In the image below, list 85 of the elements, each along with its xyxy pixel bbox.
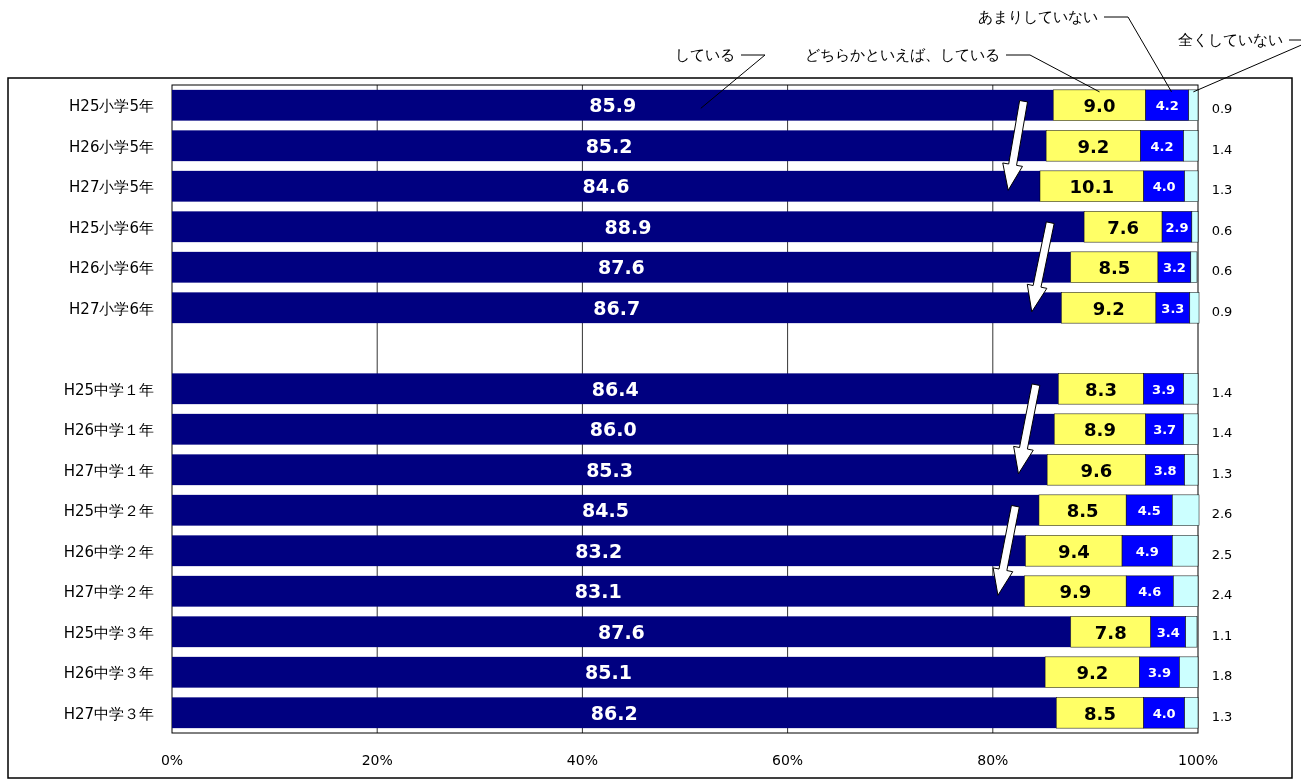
y-tick-label: H26中学１年 (63, 421, 154, 440)
data-label: 1.1 (1211, 627, 1233, 643)
data-label: 9.0 (1083, 95, 1116, 117)
y-tick-label: H26小学6年 (69, 259, 154, 278)
data-label: 0.9 (1211, 303, 1233, 319)
data-label: 9.4 (1057, 540, 1090, 562)
data-label: 85.2 (585, 134, 633, 157)
y-tick-label: H26中学３年 (63, 664, 154, 683)
x-tick-label: 60% (772, 752, 804, 768)
data-label: 7.8 (1094, 621, 1127, 643)
data-label: 8.3 (1085, 378, 1117, 400)
data-label: 86.0 (589, 418, 637, 441)
y-tick-label: H27小学5年 (69, 178, 154, 197)
y-tick-label: H26中学２年 (63, 542, 154, 561)
data-label: 9.2 (1076, 662, 1109, 684)
bar (172, 697, 1057, 729)
y-tick-label: H25中学１年 (63, 380, 154, 399)
y-tick-label: H25小学5年 (69, 97, 154, 116)
x-tick-label: 80% (977, 752, 1009, 768)
data-label: 4.0 (1152, 179, 1176, 195)
data-label: 3.3 (1161, 300, 1185, 316)
data-label: 3.2 (1162, 260, 1186, 276)
bar (172, 656, 1046, 688)
data-label: 8.5 (1084, 702, 1116, 724)
data-label: 4.2 (1150, 138, 1174, 154)
x-tick-label: 40% (566, 752, 598, 768)
y-tick-label: H27小学6年 (69, 299, 154, 318)
data-label: 1.4 (1211, 425, 1233, 441)
data-label: 4.9 (1135, 543, 1159, 559)
data-label: 1.8 (1211, 668, 1233, 684)
data-label: 3.9 (1148, 665, 1172, 681)
data-label: 9.6 (1080, 459, 1113, 481)
x-tick-label: 20% (361, 752, 393, 768)
data-label: 9.9 (1059, 581, 1092, 603)
data-label: 86.7 (593, 296, 641, 319)
y-tick-label: H25小学6年 (69, 218, 154, 237)
y-tick-label: H26小学5年 (69, 137, 154, 156)
data-label: 1.4 (1211, 141, 1233, 157)
data-label: 3.8 (1153, 462, 1177, 478)
data-label: 3.7 (1153, 422, 1177, 438)
data-label: 9.2 (1092, 297, 1125, 319)
data-label: 86.2 (590, 701, 638, 724)
data-label: 83.2 (575, 539, 623, 562)
data-label: 84.6 (582, 175, 630, 198)
data-label: 2.6 (1211, 506, 1233, 522)
y-tick-label: H27中学１年 (63, 461, 154, 480)
data-label: 0.6 (1211, 222, 1233, 238)
data-label: 2.4 (1211, 587, 1233, 603)
data-label: 85.3 (586, 458, 634, 481)
data-label: 87.6 (597, 620, 645, 643)
y-tick-label: H27中学３年 (63, 704, 154, 723)
data-label: 0.6 (1211, 263, 1233, 279)
y-tick-label: H27中学２年 (63, 583, 154, 602)
data-label: 7.6 (1107, 216, 1140, 238)
data-label: 2.5 (1211, 546, 1233, 562)
data-label: 1.4 (1211, 384, 1233, 400)
bar (172, 616, 1071, 648)
data-label: 1.3 (1211, 708, 1233, 724)
data-label: 9.2 (1077, 135, 1110, 157)
data-label: 8.5 (1066, 500, 1099, 522)
data-label: 3.4 (1156, 624, 1180, 640)
data-label: 4.6 (1138, 584, 1162, 600)
data-label: 10.1 (1069, 176, 1115, 198)
x-tick-label: 100% (1177, 752, 1219, 768)
data-label: 85.1 (585, 661, 633, 684)
data-label: 8.9 (1084, 419, 1116, 441)
data-label: 8.5 (1098, 257, 1131, 279)
y-tick-label: H25中学３年 (63, 623, 154, 642)
data-label: 1.3 (1211, 182, 1233, 198)
data-label: 4.0 (1152, 705, 1176, 721)
data-label: 4.5 (1137, 503, 1161, 519)
data-label: 87.6 (597, 256, 645, 279)
series-label: している (675, 46, 735, 64)
data-label: 84.5 (582, 499, 629, 522)
data-label: 2.9 (1165, 219, 1189, 235)
data-label: 85.9 (589, 94, 637, 117)
data-label: 0.9 (1211, 101, 1233, 117)
data-label: 1.3 (1211, 465, 1233, 481)
y-tick-label: H25中学２年 (63, 502, 154, 521)
data-label: 83.1 (574, 580, 622, 603)
data-label: 86.4 (591, 377, 639, 400)
x-tick-label: 0% (160, 752, 184, 768)
data-label: 88.9 (604, 215, 652, 238)
data-label: 4.2 (1155, 98, 1179, 114)
data-label: 3.9 (1152, 381, 1176, 397)
